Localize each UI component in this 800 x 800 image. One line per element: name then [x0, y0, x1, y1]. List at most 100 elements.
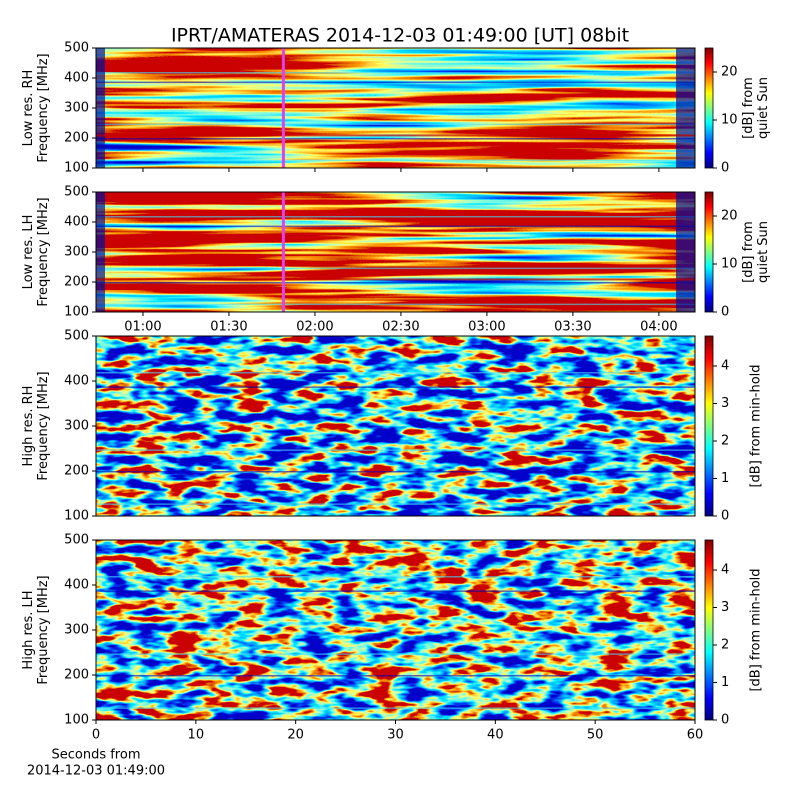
y-tick-label: 100 — [64, 161, 89, 176]
x-tick-label: 0 — [92, 728, 100, 743]
colorbar-label: [dB] from min-hold — [749, 364, 764, 487]
y-tick-label: 300 — [64, 245, 89, 260]
colorbar-label: [dB] from — [741, 221, 756, 283]
y-tick-label: 300 — [64, 101, 89, 116]
y-axis-label: Low res. LH — [21, 215, 36, 290]
colorbar-tick-label: 0 — [721, 305, 729, 320]
colorbar-tick-label: 0 — [721, 509, 729, 524]
y-tick-label: 200 — [64, 668, 89, 683]
stripe — [96, 303, 695, 306]
y-axis-label: Low res. RH — [21, 70, 36, 147]
x-axis-label: 2014-12-03 01:49:00 — [27, 764, 165, 779]
band-line — [96, 278, 695, 281]
y-tick-label: 100 — [64, 509, 89, 524]
colorbar-tick-label: 3 — [721, 396, 729, 411]
x-tick-label: 01:00 — [124, 320, 161, 335]
y-tick-label: 500 — [64, 533, 89, 548]
spectrogram-image — [96, 336, 695, 516]
y-tick-label: 400 — [64, 578, 89, 593]
stripe — [96, 267, 695, 270]
spectrogram-image — [96, 192, 695, 312]
x-axis-label: Seconds from — [51, 748, 140, 763]
stripe — [96, 225, 695, 228]
x-tick-label: 02:00 — [296, 320, 333, 335]
stripe — [96, 503, 695, 505]
stripe — [96, 386, 695, 388]
stripe — [96, 123, 695, 126]
stripe — [96, 372, 695, 374]
colorbar-tick-label: 20 — [721, 65, 738, 80]
x-tick-label: 30 — [387, 728, 404, 743]
colorbar-tick-label: 2 — [721, 638, 729, 653]
x-tick-label: 01:30 — [210, 320, 247, 335]
x-tick-label: 20 — [287, 728, 304, 743]
colorbar-tick-label: 3 — [721, 600, 729, 615]
colorbar-tick-label: 2 — [721, 434, 729, 449]
spectrogram-stripes — [96, 372, 695, 505]
colorbar-tick-label: 1 — [721, 675, 729, 690]
spectrogram-stripes — [96, 576, 695, 709]
y-tick-label: 300 — [64, 419, 89, 434]
x-tick-label: 02:30 — [382, 320, 419, 335]
x-tick-label: 03:00 — [468, 320, 505, 335]
stripe — [96, 216, 695, 218]
y-tick-label: 500 — [64, 185, 89, 200]
y-tick-label: 400 — [64, 374, 89, 389]
stripe — [96, 159, 695, 162]
spectrogram-stripes — [96, 72, 695, 162]
stripe — [96, 471, 695, 473]
y-tick-label: 200 — [64, 131, 89, 146]
colorbar — [704, 191, 714, 313]
colorbar-tick-label: 0 — [721, 713, 729, 728]
stripe — [96, 449, 695, 451]
y-axis-label: Frequency [MHz] — [36, 53, 51, 162]
edge-band — [96, 192, 105, 312]
x-tick-label: 10 — [188, 728, 205, 743]
y-tick-label: 500 — [64, 329, 89, 344]
y-tick-label: 200 — [64, 275, 89, 290]
stripe — [96, 72, 695, 74]
stripe — [96, 653, 695, 655]
colorbar-tick-label: 4 — [721, 563, 729, 578]
stripe — [96, 138, 695, 140]
y-axis-label: High res. LH — [21, 590, 36, 669]
x-tick-label: 03:30 — [554, 320, 591, 335]
y-tick-label: 400 — [64, 71, 89, 86]
y-tick-label: 300 — [64, 623, 89, 638]
colorbar-label: [dB] from — [741, 77, 756, 139]
colorbar-tick-label: 1 — [721, 471, 729, 486]
colorbar-label: quiet Sun — [756, 77, 771, 139]
x-tick-label: 40 — [487, 728, 504, 743]
y-tick-label: 100 — [64, 713, 89, 728]
y-tick-label: 500 — [64, 41, 89, 56]
x-tick-label: 04:00 — [640, 320, 677, 335]
colorbar-tick-label: 10 — [721, 257, 738, 272]
colorbar — [704, 539, 714, 721]
stripe — [96, 576, 695, 578]
y-tick-label: 100 — [64, 305, 89, 320]
colorbar — [704, 47, 714, 169]
colorbar-label: [dB] from min-hold — [749, 568, 764, 691]
colorbar-label: quiet Sun — [756, 221, 771, 283]
colorbar-tick-label: 4 — [721, 359, 729, 374]
figure-title: IPRT/AMATERAS 2014-12-03 01:49:00 [UT] 0… — [171, 25, 629, 47]
band-line — [96, 134, 695, 137]
colorbar-tick-label: 0 — [721, 161, 729, 176]
stripe — [96, 707, 695, 709]
y-axis-label: Frequency [MHz] — [36, 575, 51, 684]
colorbar-tick-label: 20 — [721, 209, 738, 224]
x-tick-label: 60 — [687, 728, 704, 743]
y-tick-label: 200 — [64, 464, 89, 479]
spectrogram-image — [96, 540, 695, 720]
stripe — [96, 81, 695, 84]
stripe — [96, 282, 695, 284]
spectrogram-stripes — [96, 216, 695, 306]
edge-band — [676, 48, 695, 168]
colorbar-tick-label: 10 — [721, 113, 738, 128]
y-axis-label: High res. RH — [21, 386, 36, 467]
stripe — [96, 590, 695, 592]
y-axis-label: Frequency [MHz] — [36, 371, 51, 480]
stripe — [96, 675, 695, 677]
x-tick-label: 50 — [587, 728, 604, 743]
